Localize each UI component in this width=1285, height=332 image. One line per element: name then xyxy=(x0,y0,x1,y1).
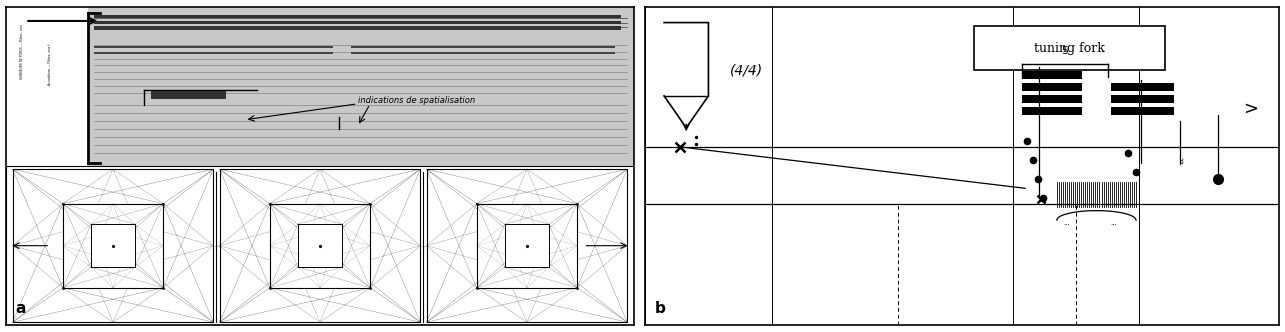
Bar xyxy=(1022,95,1082,103)
Bar xyxy=(94,52,333,54)
Bar xyxy=(94,27,621,30)
Text: 5: 5 xyxy=(1061,46,1068,56)
Bar xyxy=(1022,71,1082,79)
Bar xyxy=(351,52,614,54)
Text: tuning fork: tuning fork xyxy=(1034,42,1105,54)
Text: ...: ... xyxy=(1063,220,1070,226)
Bar xyxy=(1110,95,1174,103)
Bar xyxy=(94,45,333,48)
Text: indications de spatialisation: indications de spatialisation xyxy=(357,96,474,105)
Bar xyxy=(505,224,549,267)
Bar xyxy=(477,204,577,288)
Bar xyxy=(94,15,621,18)
Bar xyxy=(1110,107,1174,115)
Bar xyxy=(91,224,135,267)
Bar xyxy=(6,166,634,325)
Bar xyxy=(150,91,226,99)
Text: b: b xyxy=(654,301,666,316)
Text: ♯: ♯ xyxy=(1177,158,1183,168)
Bar xyxy=(220,169,420,322)
Bar xyxy=(94,21,621,24)
Bar xyxy=(63,204,163,288)
Bar xyxy=(13,169,213,322)
Bar xyxy=(270,204,370,288)
Bar xyxy=(1022,107,1082,115)
Text: Accordéons — Flûtes, voix f.: Accordéons — Flûtes, voix f. xyxy=(49,43,53,85)
Bar xyxy=(6,7,87,166)
Text: >: > xyxy=(1243,100,1258,118)
Bar xyxy=(6,7,634,166)
Bar xyxy=(427,169,627,322)
Text: ...: ... xyxy=(1110,220,1118,226)
Bar xyxy=(298,224,342,267)
Bar xyxy=(1110,83,1174,91)
Text: (4/4): (4/4) xyxy=(730,63,763,77)
Bar xyxy=(351,45,614,48)
Text: a: a xyxy=(15,301,26,316)
Bar xyxy=(974,26,1164,70)
Bar xyxy=(1022,83,1082,91)
Text: SONNEURS DE PORCS — Flûtes, voix: SONNEURS DE PORCS — Flûtes, voix xyxy=(21,24,24,79)
